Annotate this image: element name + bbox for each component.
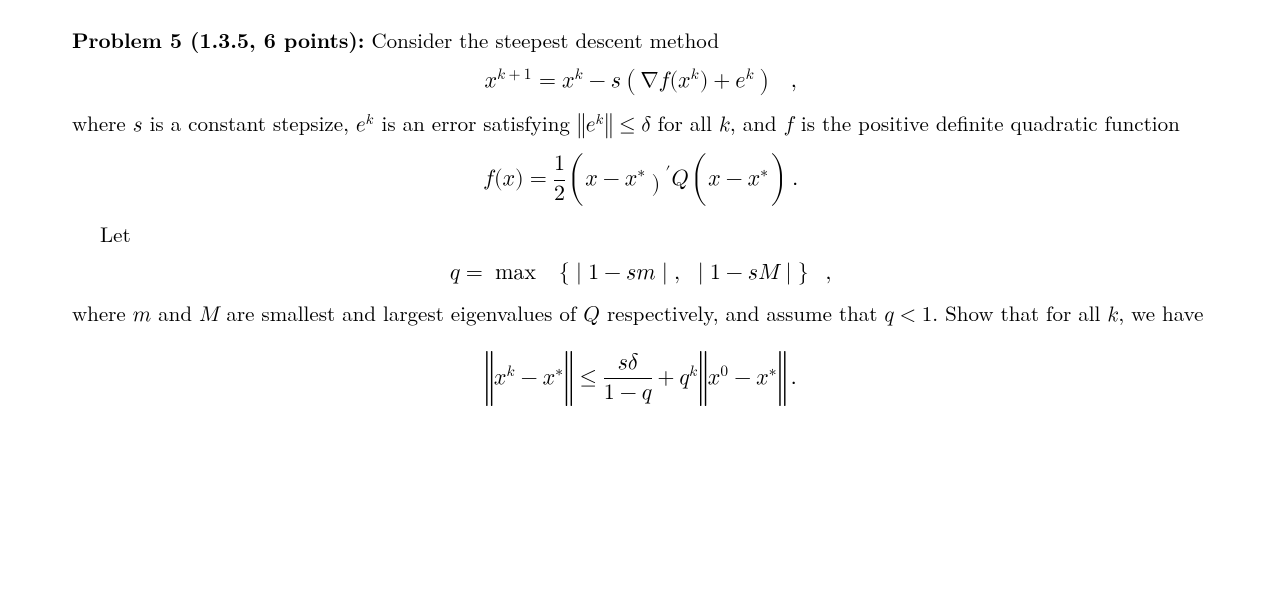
p2-b: is a constant stepsize, [143,108,356,138]
paragraph-4: where m and M are smallest and largest e… [72,299,1213,327]
p2-d: for all [651,108,719,138]
equation-1: xk+1 = xk − s ⁢ ( ∇f(xk) + ek ) , [72,68,1213,95]
p4-d: respectively, and assume that [600,298,884,328]
p4-e: . Show that for all [932,298,1107,328]
p4-a: where [72,298,133,328]
paragraph-2: where s is a constant stepsize, ek is an… [72,109,1213,139]
paragraph-3: Let [72,220,1213,248]
problem-heading: Problem 5 (1.3.5, 6 points): [72,25,365,55]
intro-tail: Consider the steepest descent method [365,25,720,55]
p2-c: is an error satisfying [375,108,577,138]
problem-intro: Problem 5 (1.3.5, 6 points): Consider th… [72,26,1213,54]
p2-a: where [72,108,133,138]
equation-4: ‖xk−x∗‖ ≤ sδ 1−q + qk ‖x0−x∗‖. [72,350,1213,407]
p2-f: is the positive definite quadratic funct… [794,108,1180,138]
p2-e: , and [730,108,784,138]
page: Problem 5 (1.3.5, 6 points): Consider th… [0,0,1285,441]
p4-c: are smallest and largest eigenvalues of [219,298,583,328]
equation-3: q= max { |1−sm| , |1−sM| } , [72,262,1213,285]
equation-2: f(x) = 12 (x−x∗)′ Q (x−x∗). [72,153,1213,206]
p4-b: and [151,298,199,328]
p4-f: , we have [1118,298,1203,328]
